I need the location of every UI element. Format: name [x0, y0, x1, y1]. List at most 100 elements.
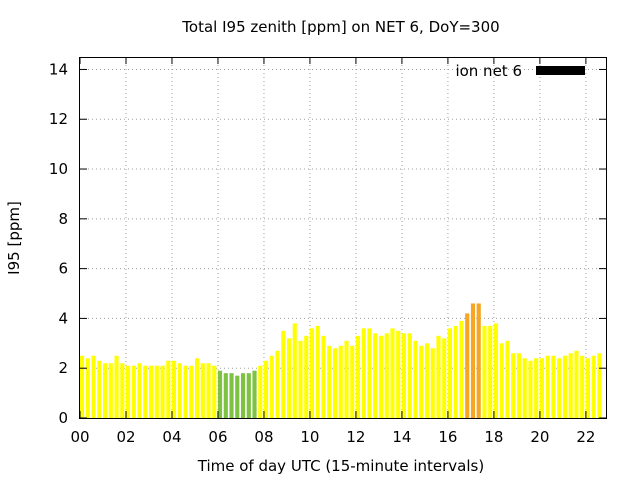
bar — [80, 355, 85, 418]
y-axis-label: I95 [ppm] — [5, 201, 23, 275]
bar — [229, 373, 234, 418]
bar — [453, 325, 458, 418]
bar — [212, 365, 217, 418]
bar — [108, 363, 113, 418]
bar — [269, 355, 274, 418]
bar — [470, 303, 476, 418]
bar — [252, 370, 257, 418]
bar — [263, 360, 269, 418]
bar — [499, 343, 504, 418]
bar — [85, 358, 90, 418]
bar — [154, 365, 159, 418]
y-tick-label: 4 — [58, 309, 68, 327]
bar — [171, 360, 177, 418]
bar — [338, 345, 343, 418]
bar — [528, 360, 533, 418]
legend-label: ion net 6 — [455, 62, 522, 80]
bar — [419, 345, 424, 418]
bar — [332, 348, 338, 418]
bar — [177, 363, 182, 418]
bar — [401, 333, 407, 418]
bar — [373, 333, 378, 418]
bar — [125, 365, 131, 418]
chart-title: Total I95 zenith [ppm] on NET 6, DoY=300 — [181, 18, 499, 36]
y-tick-label: 0 — [58, 409, 68, 427]
bar — [344, 340, 349, 418]
bar — [511, 353, 516, 418]
x-tick-label: 04 — [162, 428, 181, 446]
bar — [551, 355, 556, 418]
x-axis-label: Time of day UTC (15-minute intervals) — [197, 457, 484, 475]
bar — [505, 340, 510, 418]
bar — [413, 340, 418, 418]
x-tick-label: 02 — [116, 428, 135, 446]
bar — [534, 358, 539, 418]
bar — [246, 373, 251, 418]
bar — [143, 365, 148, 418]
bar — [390, 328, 395, 418]
bar — [482, 325, 487, 418]
bar — [304, 335, 309, 418]
bar — [459, 320, 464, 418]
y-tick-label: 6 — [58, 260, 68, 278]
bar — [545, 355, 550, 418]
bar — [476, 303, 481, 418]
y-tick-label: 12 — [49, 110, 68, 128]
bar — [258, 365, 263, 418]
bar — [378, 335, 384, 418]
bar — [367, 328, 372, 418]
y-tick-label: 14 — [49, 60, 68, 78]
bar — [447, 328, 453, 418]
bar — [298, 340, 303, 418]
x-tick-label: 14 — [392, 428, 411, 446]
x-tick-label: 10 — [300, 428, 319, 446]
bar-series — [80, 303, 602, 418]
x-tick-label: 18 — [484, 428, 503, 446]
bar — [516, 353, 522, 418]
bar — [327, 345, 332, 418]
bar — [206, 363, 211, 418]
bar — [465, 313, 470, 418]
bar — [580, 355, 585, 418]
bar — [562, 355, 568, 418]
bar — [91, 355, 96, 418]
x-tick-label: 12 — [346, 428, 365, 446]
bar — [281, 330, 286, 418]
bar — [407, 333, 412, 418]
x-tick-label: 16 — [438, 428, 457, 446]
y-tick-label: 10 — [49, 160, 68, 178]
bar — [597, 353, 602, 418]
bar — [493, 323, 499, 418]
bar — [148, 365, 154, 418]
bar — [361, 328, 366, 418]
bar — [424, 343, 430, 418]
bar — [166, 360, 171, 418]
bar — [97, 360, 102, 418]
plot-frame — [79, 57, 607, 419]
bar — [200, 363, 205, 418]
bar — [286, 338, 292, 418]
bar — [131, 365, 136, 418]
x-tick-label: 00 — [70, 428, 89, 446]
x-tick-label: 20 — [530, 428, 549, 446]
bar — [137, 363, 142, 418]
bar — [240, 373, 246, 418]
bar — [217, 370, 223, 418]
bar — [488, 325, 493, 418]
legend-swatch — [536, 66, 585, 75]
grid-lines — [80, 57, 606, 418]
bar — [315, 325, 320, 418]
bar — [557, 358, 562, 418]
bar — [114, 355, 119, 418]
bar — [321, 335, 326, 418]
bar — [223, 373, 228, 418]
bar — [120, 363, 125, 418]
bar — [591, 355, 596, 418]
legend: ion net 6 — [455, 62, 585, 80]
bar — [194, 358, 200, 418]
x-tick-label: 06 — [208, 428, 227, 446]
bar — [585, 358, 591, 418]
bar — [396, 330, 401, 418]
bar — [539, 358, 545, 418]
bar — [189, 365, 194, 418]
